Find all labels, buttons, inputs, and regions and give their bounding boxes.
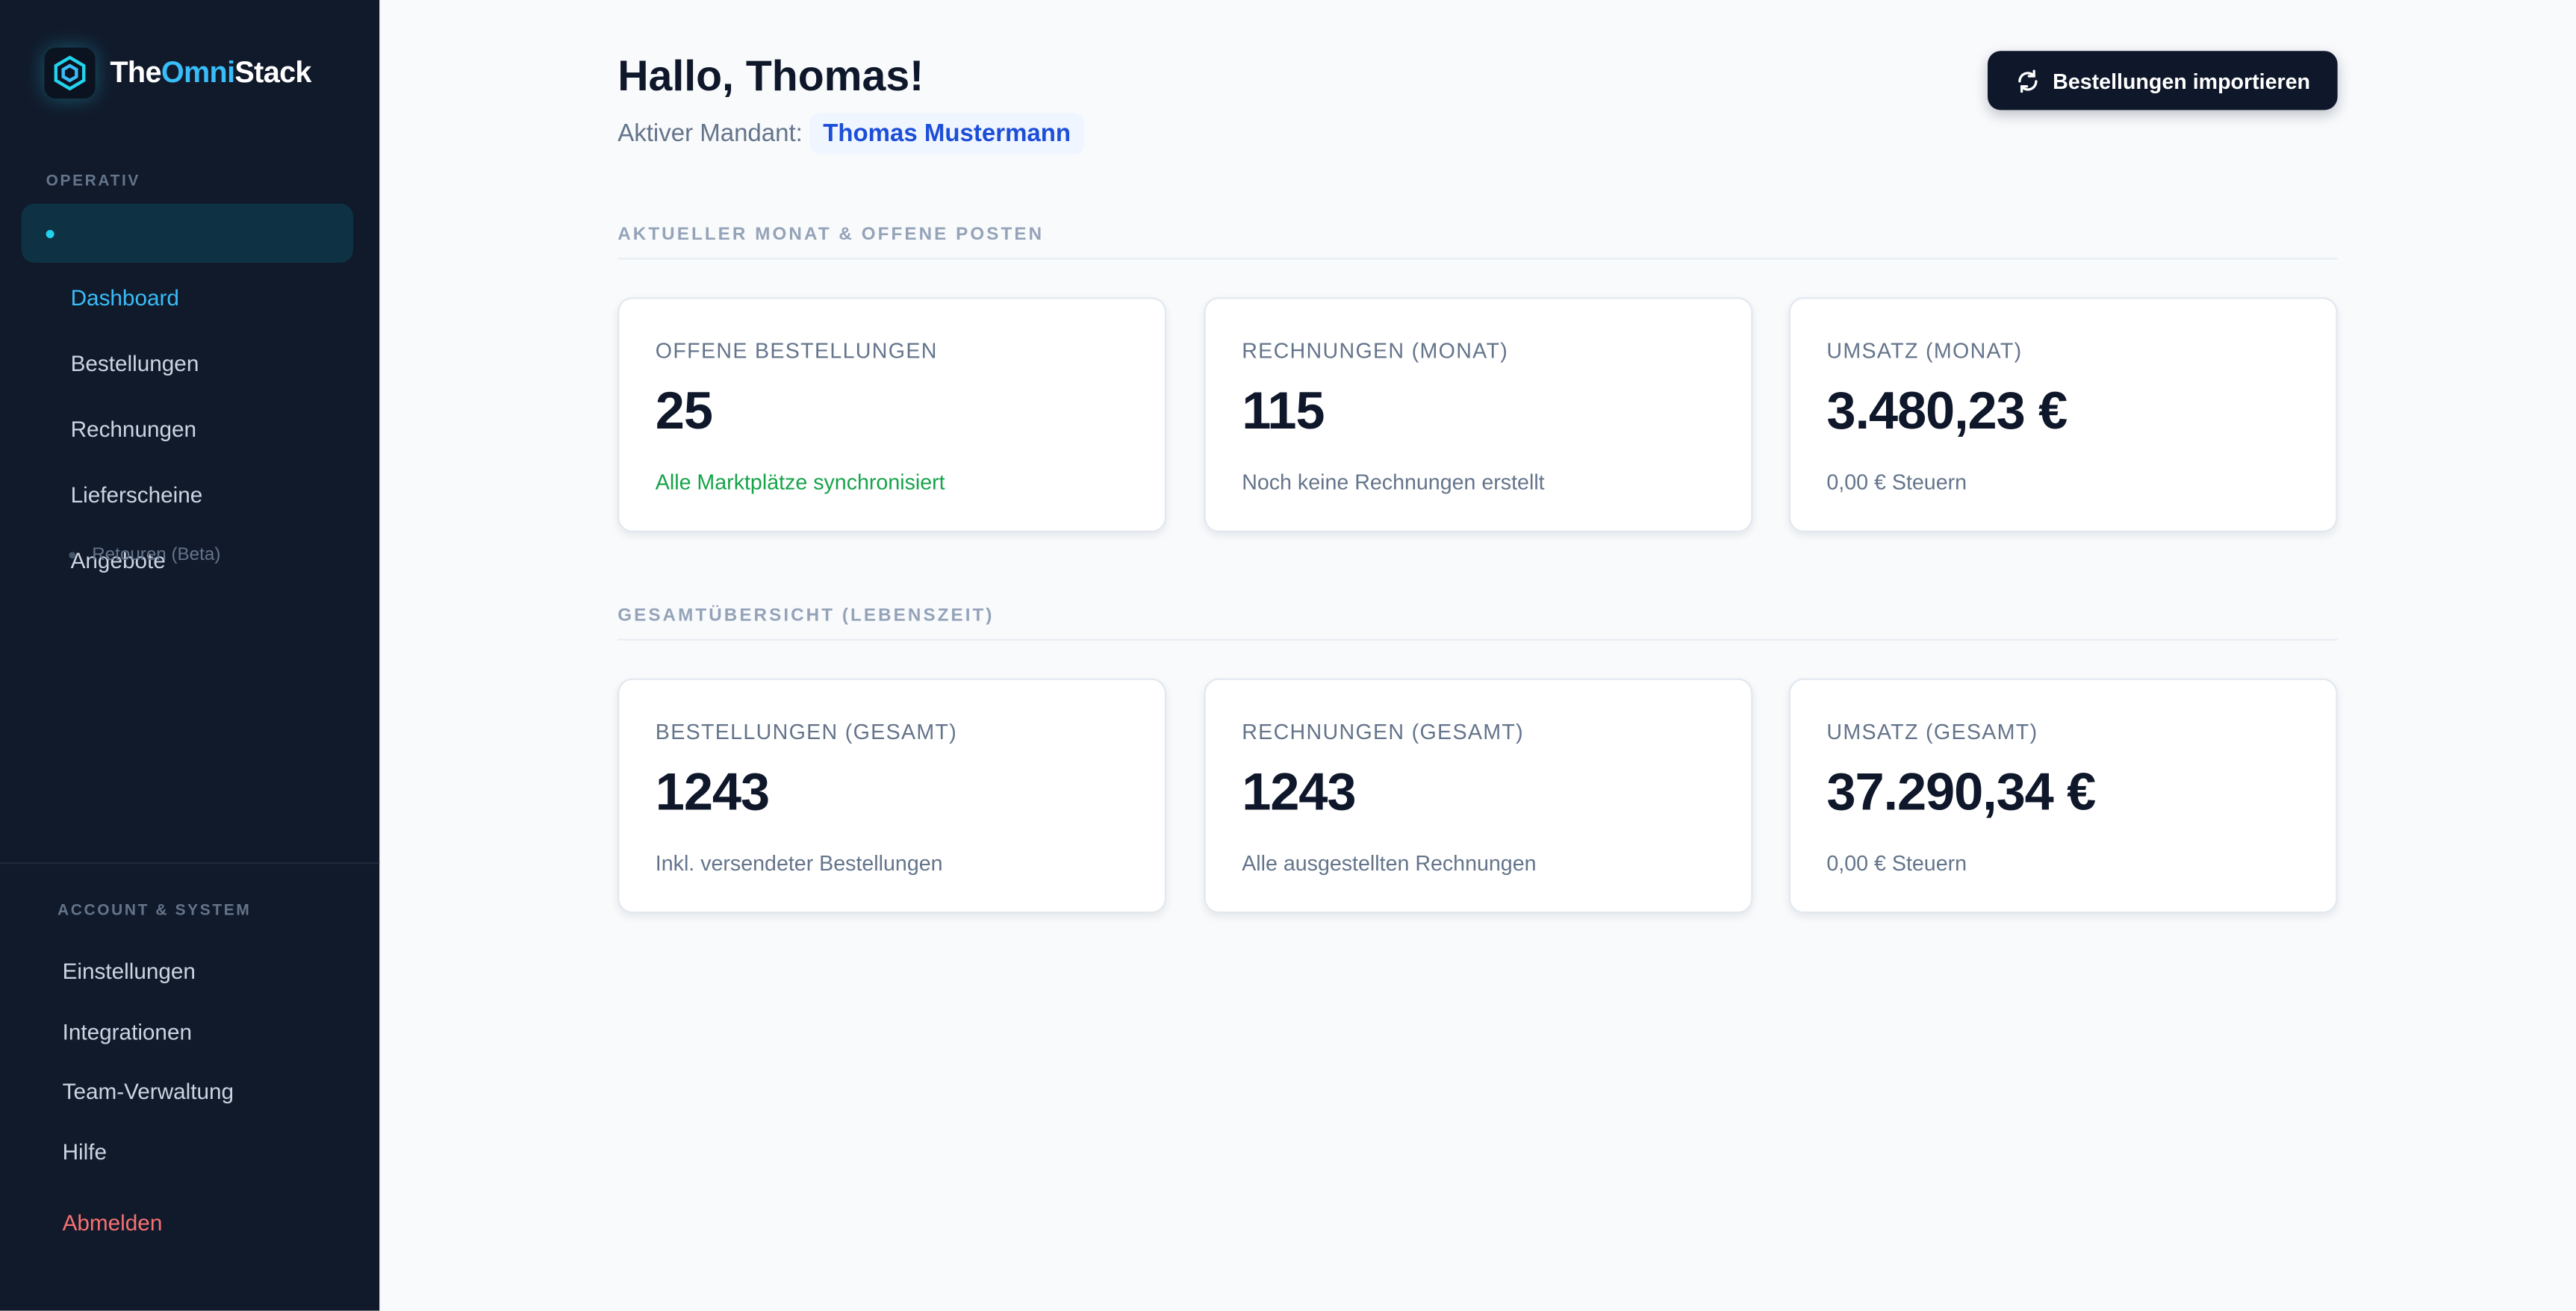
card-label: BESTELLUNGEN (GESAMT) bbox=[655, 719, 958, 744]
card-note: Inkl. versendeter Bestellungen bbox=[655, 850, 943, 876]
nav-item[interactable]: Integrationen bbox=[62, 1019, 192, 1044]
brand-part: Omni bbox=[161, 55, 235, 89]
section-divider bbox=[617, 638, 2338, 641]
brand-part: The bbox=[110, 55, 161, 89]
card-label: OFFENE BESTELLUNGEN bbox=[655, 338, 938, 364]
refresh-icon bbox=[2017, 69, 2037, 93]
card-note: Alle Marktplätze synchronisiert bbox=[655, 470, 945, 495]
card-label: RECHNUNGEN (GESAMT) bbox=[1242, 719, 1525, 744]
nav-item[interactable]: Angebote bbox=[70, 548, 166, 573]
card-label: UMSATZ (MONAT) bbox=[1826, 338, 2023, 364]
nav-item[interactable]: Team-Verwaltung bbox=[62, 1079, 234, 1104]
card-label: UMSATZ (GESAMT) bbox=[1826, 719, 2038, 744]
stat-card: RECHNUNGEN (MONAT) 115 Noch keine Rechnung… bbox=[1204, 297, 1753, 532]
brand: TheOmniStack bbox=[110, 56, 311, 90]
stat-card: OFFENE BESTELLUNGEN 25 Alle Marktplätze sy… bbox=[617, 297, 1166, 532]
card-value: 37.290,34 € bbox=[1826, 762, 2096, 821]
card-note: Alle ausgestellten Rechnungen bbox=[1242, 850, 1537, 876]
logo bbox=[44, 47, 96, 99]
logo-icon bbox=[54, 55, 86, 91]
nav-item[interactable]: Lieferscheine bbox=[70, 482, 203, 508]
section-title: ACCOUNT & SYSTEM bbox=[57, 901, 252, 920]
nav-item[interactable]: Einstellungen bbox=[62, 959, 196, 984]
sub-dot bbox=[69, 552, 76, 558]
button-label: Bestellungen importieren bbox=[2053, 68, 2311, 93]
tenant-label: Aktiver Mandant: bbox=[617, 119, 803, 148]
card-value: 1243 bbox=[655, 762, 770, 821]
nav-item[interactable]: Bestellungen bbox=[70, 351, 199, 376]
nav-item[interactable]: Hilfe bbox=[62, 1139, 108, 1164]
nav-item[interactable]: Dashboard bbox=[70, 285, 179, 311]
card-value: 115 bbox=[1242, 381, 1325, 440]
logout[interactable]: Abmelden bbox=[62, 1210, 163, 1236]
active-highlight bbox=[21, 203, 353, 263]
card-note: 0,00 € Steuern bbox=[1826, 850, 1967, 876]
nav-sub-item[interactable]: Retouren (Beta) bbox=[92, 545, 221, 565]
greeting: Hallo, Thomas! bbox=[617, 51, 924, 101]
section-title: OPERATIV bbox=[46, 172, 141, 191]
divider bbox=[0, 862, 380, 865]
tenant-name: Thomas Mustermann bbox=[809, 113, 1084, 155]
card-value: 3.480,23 € bbox=[1826, 381, 2068, 440]
sidebar: TheOmniStack OPERATIV Dashboard Bestellung… bbox=[0, 0, 380, 1311]
stat-card: RECHNUNGEN (GESAMT) 1243 Alle ausgestellte… bbox=[1204, 678, 1753, 914]
stat-card: UMSATZ (GESAMT) 37.290,34 € 0,00 € Steuern bbox=[1788, 678, 2338, 914]
card-value: 25 bbox=[655, 381, 713, 440]
brand-part: Stack bbox=[234, 55, 311, 89]
card-note: 0,00 € Steuern bbox=[1826, 470, 1967, 495]
section-title: GESAMTÜBERSICHT (LEBENSZEIT) bbox=[617, 605, 995, 626]
stat-card: UMSATZ (MONAT) 3.480,23 € 0,00 € Steuern bbox=[1788, 297, 2338, 532]
stat-card: BESTELLUNGEN (GESAMT) 1243 Inkl. versendet… bbox=[617, 678, 1166, 914]
card-label: RECHNUNGEN (MONAT) bbox=[1242, 338, 1509, 364]
section-divider bbox=[617, 258, 2338, 260]
card-value: 1243 bbox=[1242, 762, 1356, 821]
section-title: AKTUELLER MONAT & OFFENE POSTEN bbox=[617, 225, 1045, 245]
import-button[interactable]: Bestellungen importieren bbox=[1988, 51, 2338, 110]
nav-item[interactable]: Rechnungen bbox=[70, 417, 197, 442]
active-dot bbox=[46, 230, 55, 238]
card-note: Noch keine Rechnungen erstellt bbox=[1242, 470, 1545, 495]
